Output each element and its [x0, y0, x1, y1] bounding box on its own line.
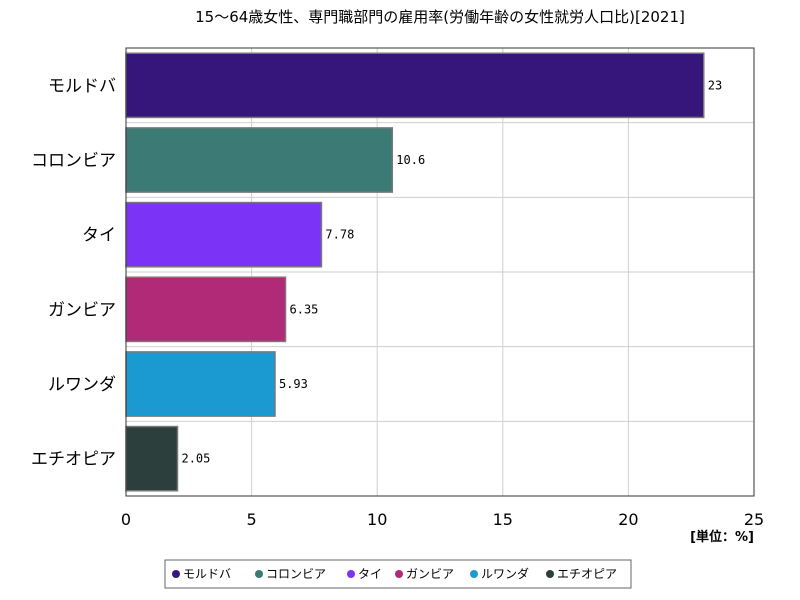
- bar: [125, 52, 705, 119]
- legend-marker: [395, 570, 403, 578]
- legend-entry: コロンビア: [266, 567, 326, 581]
- category-label: コロンビア: [31, 151, 116, 171]
- legend-entry: モルドバ: [183, 567, 231, 581]
- legend-marker: [546, 570, 554, 578]
- data-label: 6.35: [290, 302, 319, 316]
- legend-entry: ガンビア: [406, 567, 454, 581]
- data-label: 5.93: [279, 377, 308, 391]
- legend-entry: エチオピア: [557, 567, 617, 581]
- chart-title: 15〜64歳女性、専門職部門の雇用率(労働年齢の女性就労人口比)[2021]: [195, 8, 685, 26]
- x-tick-label: 20: [618, 510, 638, 529]
- bar: [125, 351, 276, 417]
- data-label: 23: [708, 78, 722, 92]
- category-label: ガンビア: [48, 300, 116, 320]
- data-label: 7.78: [325, 228, 354, 242]
- value-labels: 23 10.6 7.78 6.35 5.93 2.05: [181, 78, 722, 465]
- x-tick-label: 0: [121, 510, 131, 529]
- category-label: タイ: [82, 226, 116, 246]
- legend-marker: [347, 570, 355, 578]
- bar: [125, 127, 394, 193]
- legend-marker: [255, 570, 263, 578]
- plot-frame: [125, 47, 755, 497]
- category-label: モルドバ: [48, 76, 116, 96]
- x-tick-labels: 0 5 10 15 20 25: [121, 510, 764, 529]
- bar: [125, 201, 323, 268]
- legend: モルドバ コロンビア タイ ガンビア ルワンダ エチオピア: [164, 559, 632, 589]
- x-tick-label: 10: [367, 510, 387, 529]
- data-label: 10.6: [396, 153, 425, 167]
- x-tick-label: 25: [744, 510, 764, 529]
- unit-label: [単位：%]: [690, 529, 754, 545]
- bar: [125, 425, 179, 492]
- category-label: エチオピア: [31, 450, 116, 470]
- category-label: ルワンダ: [48, 375, 116, 395]
- data-label: 2.05: [181, 452, 210, 466]
- bar: [125, 276, 287, 343]
- legend-marker: [470, 570, 478, 578]
- legend-marker: [172, 570, 180, 578]
- legend-entry: タイ: [358, 567, 382, 581]
- x-tick-label: 15: [493, 510, 513, 529]
- x-tick-label: 5: [247, 510, 257, 529]
- legend-entry: ルワンダ: [481, 566, 529, 581]
